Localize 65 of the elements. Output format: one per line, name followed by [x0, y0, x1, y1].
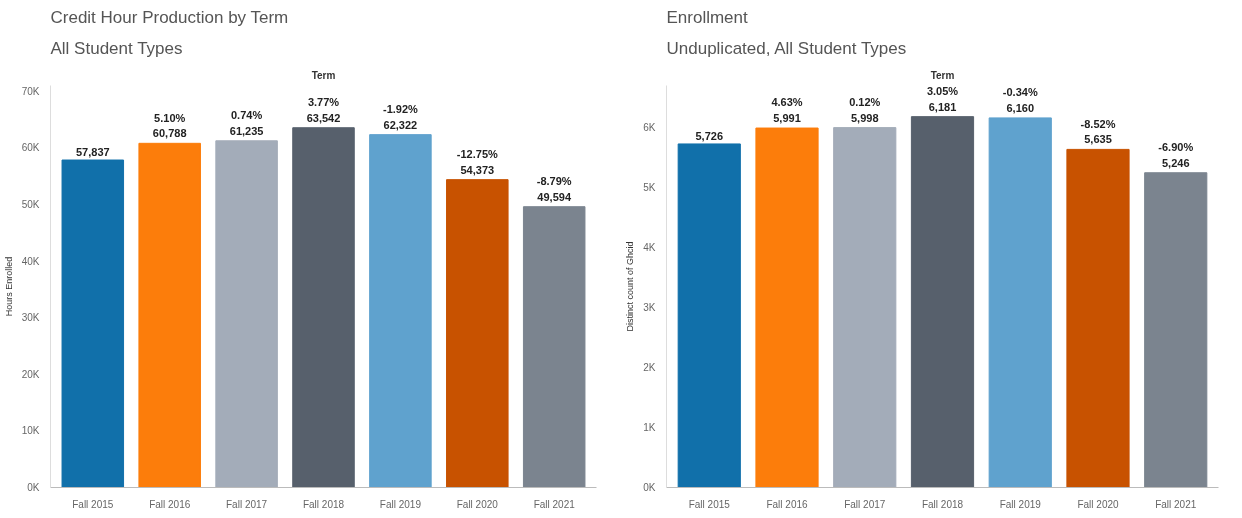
- y-tick-label: 60K: [21, 142, 40, 154]
- data-label: 0.12% 5,998: [849, 96, 881, 124]
- data-label: 4.63% 5,991: [771, 96, 803, 125]
- x-tick-label: Fall 2020: [456, 498, 499, 510]
- x-tick-label: Fall 2017: [844, 498, 886, 510]
- x-tick-label: Fall 2017: [226, 498, 268, 510]
- x-tick-label: Fall 2019: [379, 498, 422, 510]
- y-tick-label: 3K: [643, 302, 656, 313]
- x-tick-label: Fall 2020: [1077, 498, 1119, 510]
- data-label: -1.92% 62,322: [382, 103, 419, 131]
- bar: [833, 127, 897, 488]
- x-tick-label: Fall 2021: [1155, 498, 1197, 510]
- bar: [1144, 172, 1208, 488]
- y-tick-label: 2K: [643, 362, 656, 373]
- data-label: -8.52% 5,635: [1080, 117, 1116, 146]
- bar: [677, 143, 741, 488]
- data-label: -12.75% 54,373: [456, 148, 499, 176]
- bar: [755, 127, 819, 488]
- y-tick-label: 20K: [21, 368, 40, 380]
- y-tick-label: 50K: [21, 198, 40, 210]
- x-axis-title: Term: [311, 69, 336, 81]
- x-tick-label: Fall 2016: [766, 498, 809, 510]
- bar: [292, 127, 355, 488]
- bar: [138, 142, 201, 488]
- y-tick-label: 5K: [643, 182, 656, 193]
- data-label: -8.79% 49,594: [536, 175, 572, 203]
- bar: [215, 140, 278, 488]
- y-axis-title: Hours Enrolled: [3, 256, 14, 317]
- x-tick-label: Fall 2015: [688, 498, 731, 510]
- bar: [988, 117, 1052, 488]
- x-tick-label: Fall 2016: [149, 498, 191, 510]
- chart-title: Credit Hour Production by Term: [50, 7, 289, 27]
- bar: [61, 159, 125, 488]
- data-label: -6.90% 5,246: [1158, 141, 1194, 169]
- y-tick-label: 30K: [21, 312, 40, 324]
- data-label: 3.77% 63,542: [306, 96, 341, 124]
- y-axis-title: Distinct count of Ghcid: [625, 241, 636, 332]
- data-label: 5.10% 60,788: [152, 111, 187, 140]
- y-tick-label: 40K: [21, 255, 40, 267]
- bar: [910, 116, 975, 488]
- bar: [369, 134, 432, 488]
- bar: [446, 179, 509, 488]
- y-tick-label: 70K: [21, 85, 40, 97]
- x-tick-label: Fall 2021: [533, 498, 576, 510]
- y-tick-label: 0K: [27, 482, 40, 493]
- chart-title: Enrollment: [666, 7, 749, 27]
- data-label: 0.74% 61,235: [229, 109, 264, 137]
- x-tick-label: Fall 2019: [999, 498, 1042, 510]
- y-tick-label: 4K: [643, 242, 656, 253]
- data-label: 3.05% 6,181: [926, 85, 959, 113]
- x-tick-label: Fall 2018: [302, 498, 345, 510]
- y-tick-label: 6K: [643, 122, 656, 133]
- y-tick-label: 1K: [643, 422, 656, 433]
- x-axis-title: Term: [930, 69, 955, 81]
- data-label: 5,726: [695, 129, 724, 142]
- y-tick-label: 0K: [643, 482, 656, 493]
- x-tick-label: Fall 2015: [72, 498, 114, 510]
- data-label: -0.34% 6,160: [1002, 86, 1038, 114]
- chart-subtitle: Unduplicated, All Student Types: [666, 38, 907, 58]
- chart-subtitle: All Student Types: [50, 38, 183, 58]
- bar: [522, 206, 586, 488]
- y-tick-label: 10K: [21, 425, 40, 437]
- data-label: 57,837: [75, 146, 110, 159]
- bar: [1066, 148, 1130, 488]
- x-tick-label: Fall 2018: [921, 498, 964, 510]
